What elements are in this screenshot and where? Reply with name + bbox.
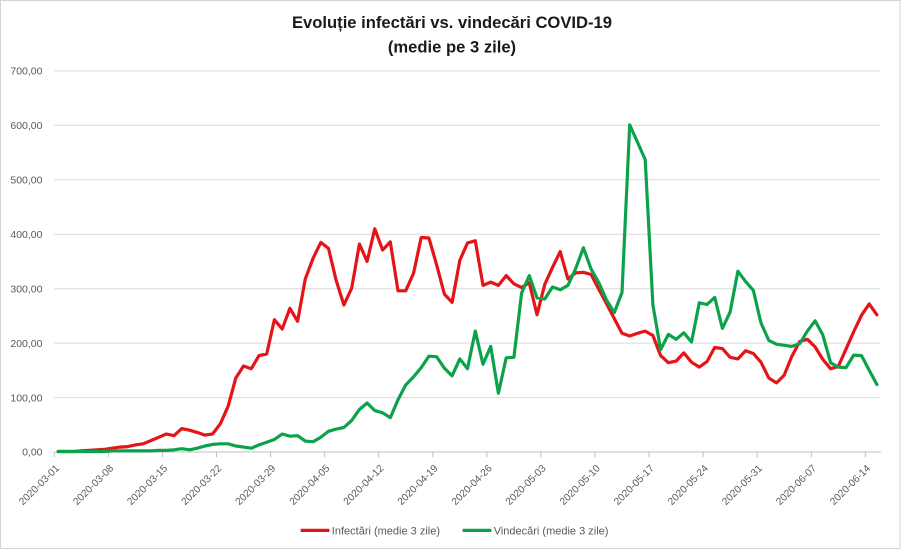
svg-text:700,00: 700,00 <box>10 66 42 78</box>
svg-text:(medie pe 3 zile): (medie pe 3 zile) <box>388 38 516 57</box>
svg-text:Evoluție infectări vs. vindecă: Evoluție infectări vs. vindecări COVID-1… <box>292 13 612 32</box>
svg-text:0,00: 0,00 <box>22 447 43 459</box>
svg-text:400,00: 400,00 <box>10 229 42 241</box>
svg-text:500,00: 500,00 <box>10 175 42 187</box>
svg-text:600,00: 600,00 <box>10 120 42 132</box>
svg-text:200,00: 200,00 <box>10 338 42 350</box>
svg-text:100,00: 100,00 <box>10 392 42 404</box>
svg-text:300,00: 300,00 <box>10 283 42 295</box>
svg-text:Infectări (medie 3 zile): Infectări (medie 3 zile) <box>332 526 440 538</box>
svg-text:Vindecări (medie 3 zile): Vindecări (medie 3 zile) <box>494 526 609 538</box>
